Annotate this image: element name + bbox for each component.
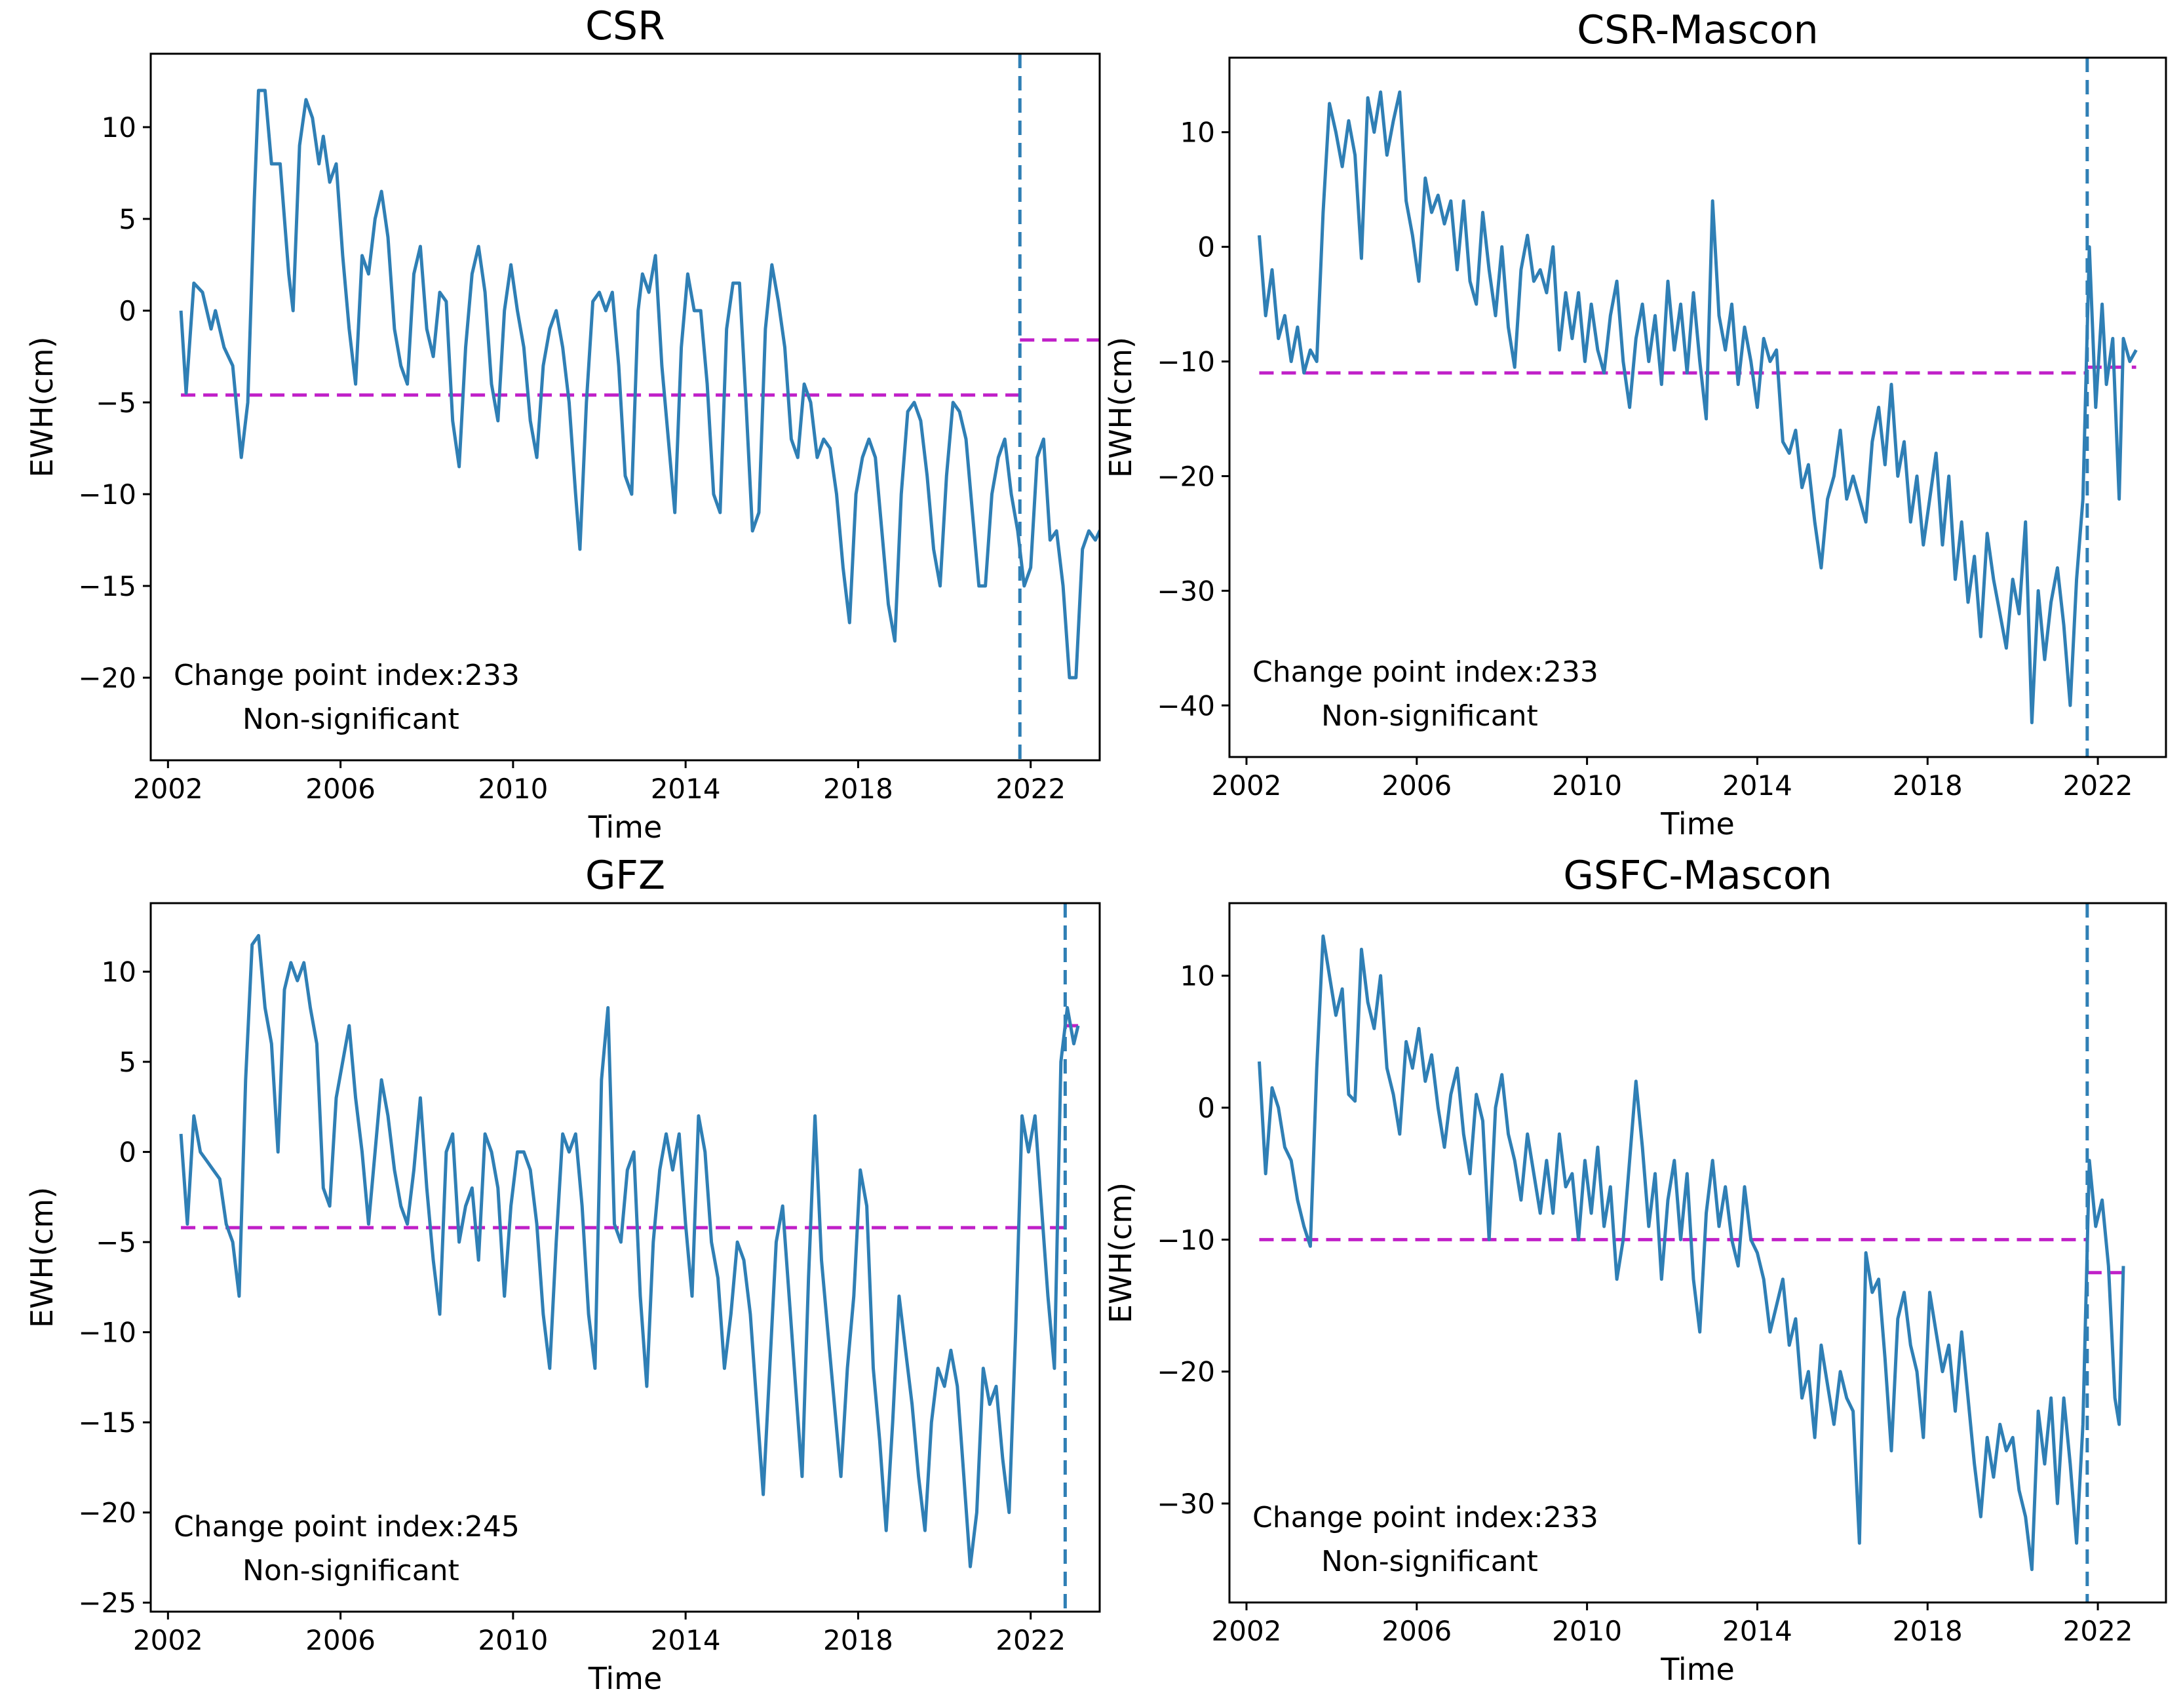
y-tick-label: 5: [119, 203, 136, 235]
plot-frame: [149, 902, 1101, 1613]
x-tick-label: 2006: [305, 773, 376, 805]
y-tick-label: −10: [78, 478, 136, 511]
y-tick-label: −15: [78, 1407, 136, 1439]
y-axis-label: EWH(cm): [24, 1187, 60, 1328]
x-tick-label: 2010: [1552, 1615, 1622, 1647]
significance-annotation: Non-significant: [1321, 1545, 1538, 1578]
y-tick-label: 10: [1180, 960, 1215, 992]
x-tick-label: 2010: [1552, 769, 1622, 802]
x-tick-label: 2022: [995, 773, 1066, 805]
chart-panel-3: GFZ 2002 2006 2010 2014 2018 2022 −25 −20 −15 −10 −…: [24, 853, 1101, 1696]
y-tick-label: 0: [1197, 231, 1215, 263]
y-tick-label: −30: [1157, 1488, 1215, 1520]
significance-annotation: Non-significant: [1321, 699, 1538, 733]
plot-area: [179, 903, 1080, 1612]
y-tick-label: −15: [78, 570, 136, 602]
significance-annotation: Non-significant: [242, 1554, 459, 1587]
x-tick-label: 2014: [1722, 1615, 1792, 1647]
y-tick-label: −10: [78, 1317, 136, 1349]
x-tick-label: 2010: [478, 1624, 548, 1656]
plot-area: [1258, 903, 2125, 1602]
y-tick-label: −40: [1157, 689, 1215, 722]
y-tick-label: 10: [1180, 117, 1215, 149]
chart-title: CSR: [585, 3, 665, 49]
y-tick-label: 5: [119, 1046, 136, 1078]
y-axis-label: EWH(cm): [24, 336, 60, 477]
chart-title: GSFC-Mascon: [1563, 853, 1832, 899]
plot-frame: [1228, 902, 2167, 1604]
y-tick-label: 0: [119, 1136, 136, 1169]
x-tick-label: 2002: [133, 773, 203, 805]
y-tick-label: −25: [78, 1587, 136, 1619]
chart-title: GFZ: [585, 853, 665, 899]
plot-frame: [1228, 56, 2167, 758]
change-point-annotation: Change point index:245: [174, 1510, 520, 1543]
y-tick-label: −5: [96, 1226, 136, 1258]
y-tick-label: −20: [78, 662, 136, 694]
x-axis-label: Time: [1660, 1652, 1735, 1687]
change-point-annotation: Change point index:233: [1252, 655, 1598, 689]
x-tick-label: 2022: [995, 1624, 1066, 1656]
y-tick-label: −10: [1157, 1224, 1215, 1256]
x-tick-label: 2014: [651, 1624, 721, 1656]
change-point-annotation: Change point index:233: [174, 659, 520, 692]
plot-frame: [149, 52, 1101, 762]
x-tick-label: 2002: [133, 1624, 203, 1656]
y-tick-label: 10: [102, 111, 136, 144]
x-tick-label: 2006: [305, 1624, 376, 1656]
y-tick-label: −30: [1157, 575, 1215, 607]
y-tick-label: −20: [1157, 1356, 1215, 1388]
x-tick-label: 2018: [823, 773, 893, 805]
x-axis-label: Time: [588, 1661, 663, 1696]
y-tick-label: 0: [119, 295, 136, 327]
x-tick-label: 2022: [2063, 769, 2133, 802]
x-tick-label: 2002: [1212, 1615, 1282, 1647]
x-tick-label: 2018: [823, 1624, 893, 1656]
y-tick-label: −20: [1157, 460, 1215, 492]
x-axis-label: Time: [588, 809, 663, 845]
x-tick-label: 2002: [1212, 769, 1282, 802]
plot-area: [179, 54, 1100, 760]
plot-area: [1258, 58, 2138, 757]
x-tick-label: 2018: [1893, 769, 1963, 802]
x-tick-label: 2006: [1381, 769, 1452, 802]
x-tick-label: 2014: [1722, 769, 1792, 802]
change-point-annotation: Change point index:233: [1252, 1501, 1598, 1534]
x-tick-label: 2018: [1893, 1615, 1963, 1647]
x-tick-label: 2022: [2063, 1615, 2133, 1647]
y-axis-label: EWH(cm): [1103, 337, 1138, 478]
y-tick-label: −5: [96, 387, 136, 419]
chart-panel-4: GSFC-Mascon 2002 2006 2010 2014 2018 2022 −30 −2…: [1103, 853, 2167, 1687]
y-tick-label: 0: [1197, 1092, 1215, 1124]
x-tick-label: 2006: [1381, 1615, 1452, 1647]
chart-panel-1: CSR 2002 2006 2010 2014 2018 2022 −20 −15 −10 −5 0 5…: [24, 3, 1101, 845]
y-tick-label: −10: [1157, 346, 1215, 378]
y-tick-label: 10: [102, 956, 136, 988]
ewh-series-line: [179, 934, 1080, 1568]
x-tick-label: 2010: [478, 773, 548, 805]
chart-title: CSR-Mascon: [1577, 7, 1818, 53]
ewh-series-line: [179, 88, 1100, 680]
x-axis-label: Time: [1660, 806, 1735, 842]
x-tick-label: 2014: [651, 773, 721, 805]
significance-annotation: Non-significant: [242, 703, 459, 736]
y-axis-label: EWH(cm): [1103, 1182, 1138, 1323]
chart-panel-2: CSR-Mascon 2002 2006 2010 2014 2018 2022 −40 −30…: [1103, 7, 2167, 842]
ewh-series-line: [1258, 934, 2125, 1572]
ewh-series-line: [1258, 90, 2138, 724]
y-tick-label: −20: [78, 1497, 136, 1529]
